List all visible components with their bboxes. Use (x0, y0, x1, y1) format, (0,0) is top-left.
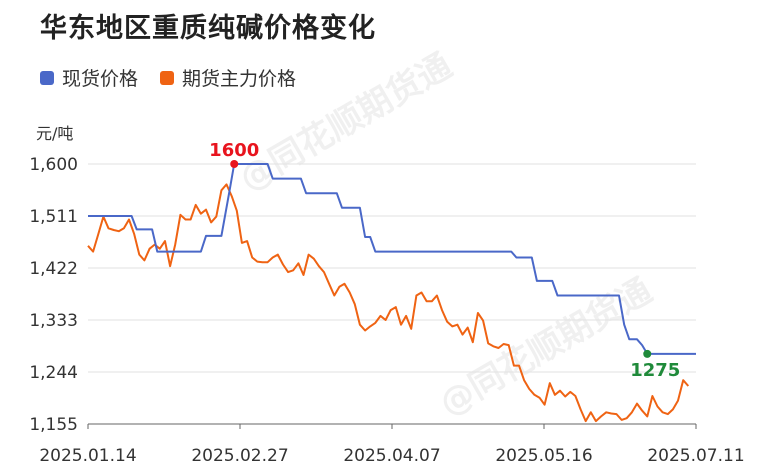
series-line-spot (88, 163, 696, 355)
legend-item-spot[interactable]: 现货价格 (40, 64, 138, 91)
legend-item-futures[interactable]: 期货主力价格 (160, 64, 296, 91)
legend-label-futures: 期货主力价格 (182, 68, 297, 90)
legend-label-spot: 现货价格 (62, 68, 139, 90)
x-tick-label: 2025.01.14 (39, 446, 136, 466)
y-axis-unit: 元/吨 (36, 124, 74, 143)
y-tick-label: 1,600 (29, 155, 78, 175)
y-tick-label: 1,155 (29, 415, 78, 435)
legend-swatch-spot (40, 70, 54, 85)
x-tick-label: 2025.05.16 (495, 446, 592, 466)
annotation-marker (230, 160, 239, 168)
legend: 现货价格 期货主力价格 (40, 64, 318, 91)
annotation-label: 1275 (630, 360, 680, 381)
x-tick-label: 2025.04.07 (343, 446, 440, 466)
annotation-label: 1600 (209, 140, 259, 161)
legend-swatch-futures (160, 70, 175, 85)
y-tick-label: 1,244 (29, 363, 78, 383)
annotation-marker (643, 349, 652, 358)
y-tick-label: 1,511 (29, 207, 78, 227)
series-line-futures (87, 183, 690, 423)
x-tick-label: 2025.02.27 (191, 446, 288, 466)
y-tick-label: 1,333 (29, 311, 78, 331)
x-tick-label: 2025.07.11 (647, 446, 744, 466)
chart-title: 华东地区重质纯碱价格变化 (40, 13, 376, 44)
y-tick-label: 1,422 (29, 259, 78, 279)
